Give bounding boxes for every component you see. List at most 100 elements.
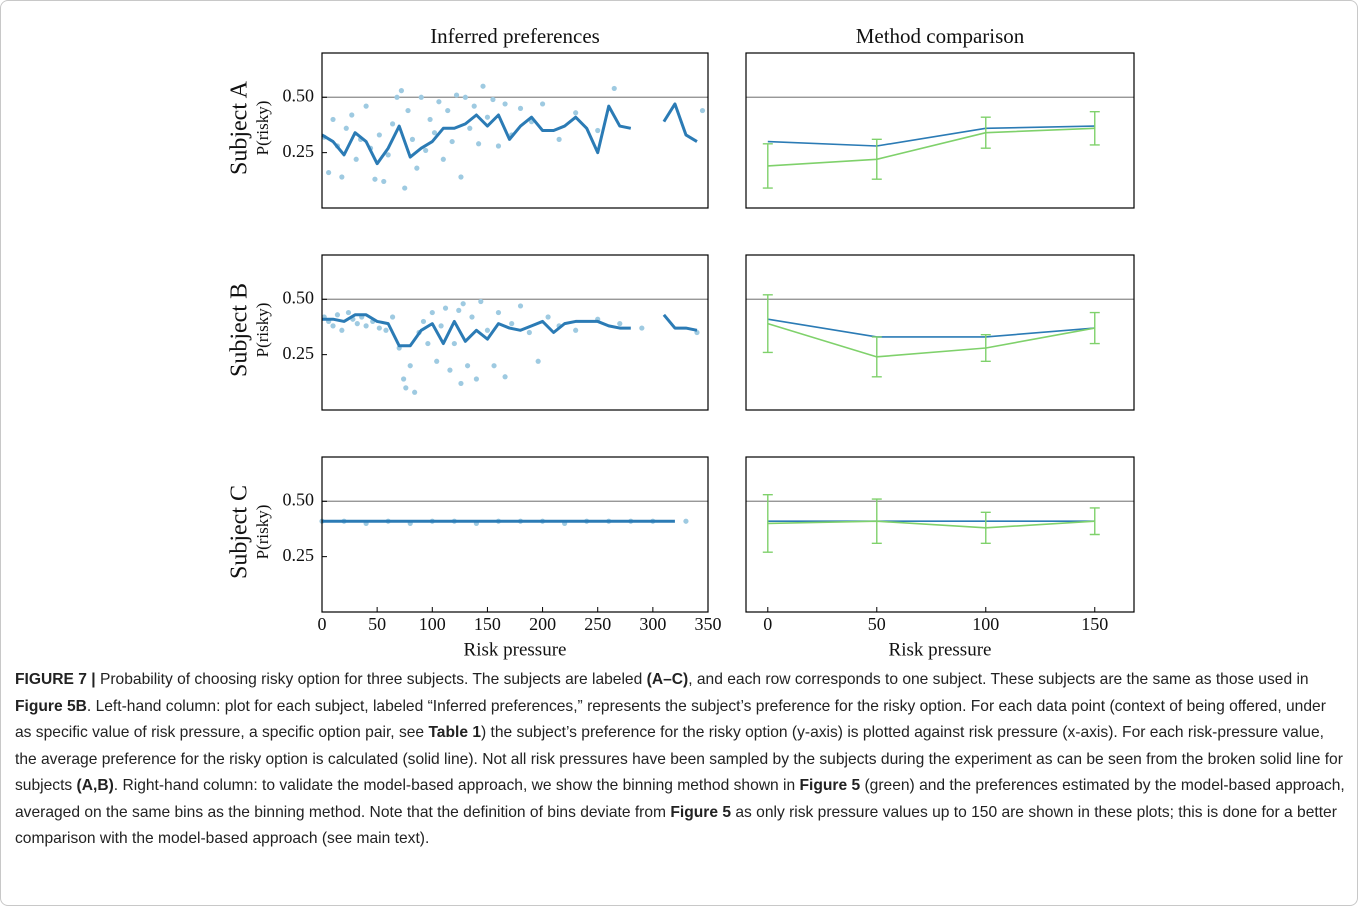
- mean-line: [767, 127, 1095, 167]
- data-point: [539, 101, 546, 107]
- data-point: [402, 185, 408, 191]
- data-point: [414, 165, 420, 171]
- data-point: [473, 376, 479, 382]
- data-point: [363, 103, 369, 109]
- mean-line: [662, 313, 698, 332]
- data-point: [330, 323, 336, 329]
- error-bar: [762, 294, 773, 354]
- data-point: [343, 125, 349, 131]
- data-point: [436, 99, 442, 105]
- data-point: [469, 314, 475, 320]
- data-point: [517, 303, 524, 309]
- data-point: [376, 325, 382, 331]
- data-point: [423, 147, 429, 154]
- x-tick-label: 250: [584, 614, 611, 634]
- column-title: Inferred preferences: [430, 24, 600, 48]
- data-point: [573, 327, 579, 333]
- data-point: [326, 169, 332, 176]
- caption-text: ) the subject’s preference for the risky…: [15, 724, 1343, 794]
- data-point: [354, 321, 360, 327]
- data-point: [339, 327, 345, 333]
- error-bar: [1089, 507, 1100, 536]
- data-point: [495, 143, 502, 149]
- data-point: [535, 358, 541, 364]
- data-point: [456, 307, 462, 313]
- panel-frame: [745, 52, 1135, 209]
- data-point: [345, 309, 352, 316]
- data-point: [464, 363, 471, 369]
- data-point: [401, 376, 407, 382]
- data-point: [330, 116, 336, 123]
- data-point: [451, 340, 457, 347]
- caption-text: , and each row corresponds to one subjec…: [688, 671, 1309, 688]
- x-tick-label: 50: [868, 614, 886, 634]
- y-tick-label: 0.50: [283, 287, 315, 307]
- data-point: [372, 176, 378, 182]
- data-point: [683, 518, 689, 524]
- panel-frame: [745, 456, 1135, 613]
- y-axis-label: P(risky): [253, 101, 272, 156]
- y-axis-label: P(risky): [253, 303, 272, 358]
- row-label: Subject B: [227, 283, 253, 377]
- x-tick-label: 50: [368, 614, 386, 634]
- x-tick-label: 100: [972, 614, 999, 634]
- data-point: [545, 314, 551, 320]
- data-point: [429, 309, 435, 316]
- data-point: [420, 318, 427, 325]
- y-tick-label: 0.50: [283, 489, 315, 509]
- mean-line: [767, 125, 1095, 147]
- caption-emphasis: Figure 5: [670, 803, 732, 821]
- data-point: [405, 107, 411, 114]
- figure-caption: FIGURE 7 | Probability of choosing risky…: [15, 667, 1345, 853]
- data-point: [476, 141, 482, 147]
- y-axis-label: P(risky): [253, 505, 272, 560]
- data-point: [431, 130, 438, 136]
- caption-emphasis: Table 1: [428, 724, 482, 741]
- error-bar: [871, 138, 882, 180]
- data-point: [412, 389, 418, 395]
- x-tick-label: 350: [695, 614, 722, 634]
- y-tick-label: 0.25: [283, 545, 315, 565]
- data-point: [484, 327, 491, 333]
- data-point: [381, 178, 387, 185]
- data-point: [611, 85, 617, 92]
- data-point: [490, 96, 496, 103]
- data-point: [445, 107, 451, 114]
- caption-emphasis: FIGURE 7 |: [15, 671, 96, 688]
- data-point: [438, 323, 444, 329]
- caption-text: . Right-hand column: to validate the mod…: [113, 777, 800, 794]
- data-point: [491, 363, 497, 369]
- error-bar: [762, 143, 773, 189]
- data-point: [502, 374, 508, 380]
- data-point: [409, 136, 416, 142]
- mean-line: [321, 104, 632, 166]
- row-label: Subject C: [227, 485, 253, 579]
- data-point: [427, 116, 433, 123]
- data-point: [434, 358, 440, 364]
- data-point: [447, 367, 453, 373]
- mean-line: [767, 318, 1095, 338]
- data-point: [458, 174, 464, 180]
- row-label: Subject A: [227, 80, 253, 175]
- caption-emphasis: Figure 5: [799, 777, 861, 794]
- panel-frame: [321, 52, 709, 209]
- panel-frame: [321, 456, 709, 613]
- mean-line: [662, 102, 698, 143]
- data-point: [376, 132, 382, 138]
- caption-emphasis: (A,B): [76, 777, 114, 794]
- data-point: [403, 385, 409, 391]
- error-bar: [871, 336, 882, 378]
- data-point: [502, 101, 508, 107]
- y-tick-label: 0.50: [283, 85, 315, 105]
- panel-frame: [745, 254, 1135, 411]
- data-point: [462, 94, 468, 100]
- caption-text: . Left-hand column: plot for each subjec…: [15, 697, 1326, 742]
- x-axis-label: Risk pressure: [464, 639, 567, 660]
- data-point: [517, 105, 524, 111]
- x-tick-label: 150: [474, 614, 501, 634]
- error-bar: [871, 498, 882, 545]
- mean-line: [322, 313, 631, 348]
- caption-emphasis: (A–C): [646, 671, 689, 688]
- data-point: [484, 114, 491, 120]
